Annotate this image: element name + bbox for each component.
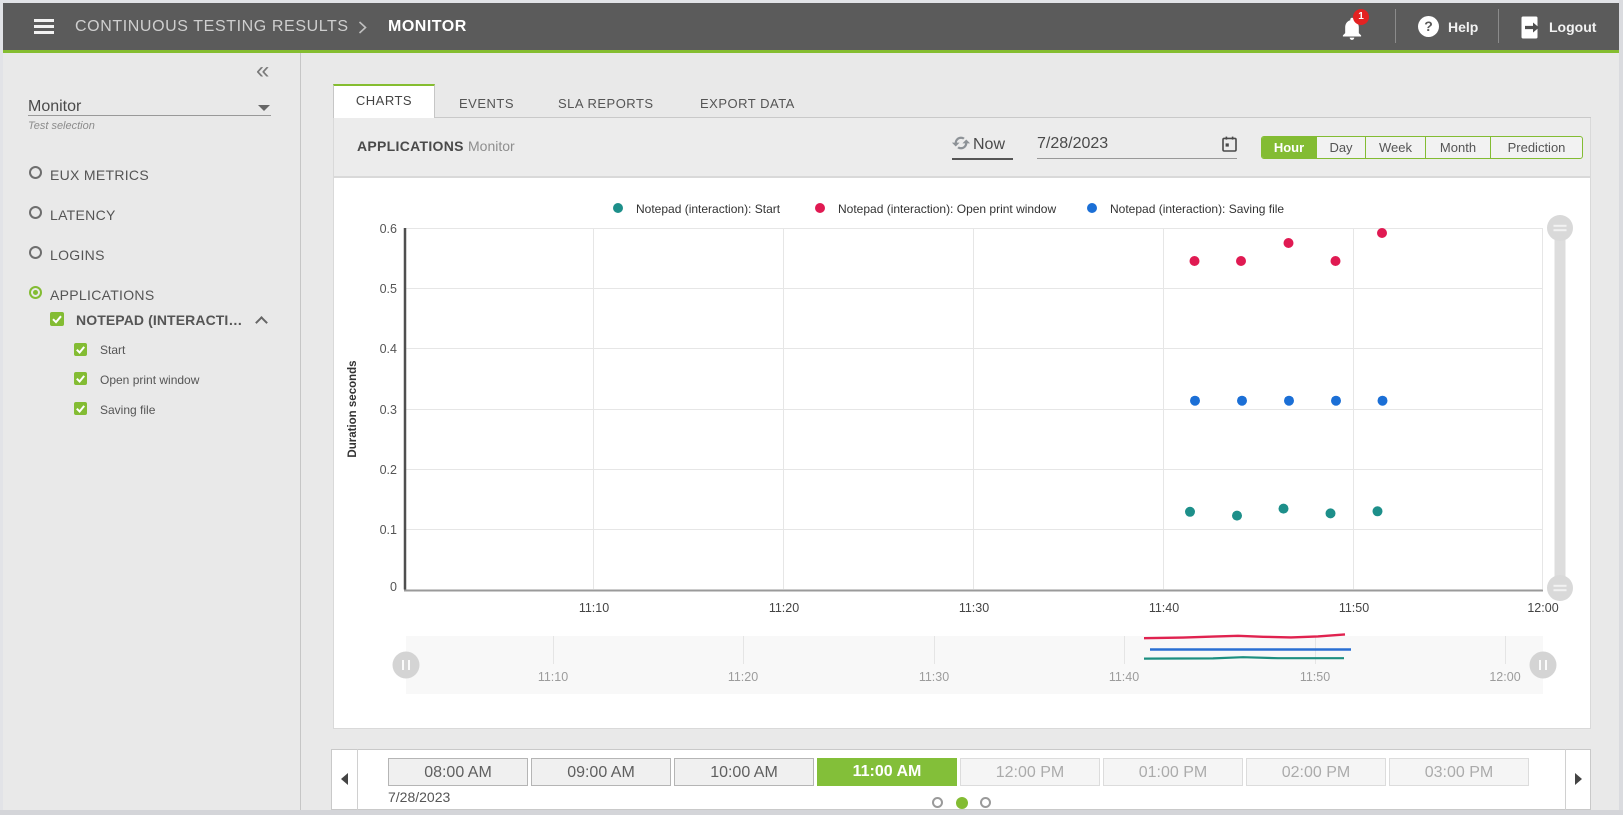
svg-text:11:20: 11:20 [728, 670, 758, 684]
svg-text:0: 0 [390, 580, 397, 594]
svg-text:11:10: 11:10 [538, 670, 568, 684]
svg-text:11:50: 11:50 [1300, 670, 1330, 684]
svg-text:11:30: 11:30 [919, 670, 949, 684]
svg-text:12:00: 12:00 [1489, 670, 1520, 684]
svg-text:Duration seconds: Duration seconds [347, 360, 359, 457]
svg-text:11:40: 11:40 [1149, 601, 1179, 615]
svg-text:11:20: 11:20 [769, 601, 799, 615]
svg-text:0.3: 0.3 [380, 403, 397, 417]
svg-text:11:40: 11:40 [1109, 670, 1139, 684]
svg-text:Notepad (interaction): Open pr: Notepad (interaction): Open print window [838, 202, 1056, 216]
svg-text:Notepad (interaction): Saving: Notepad (interaction): Saving file [1110, 202, 1284, 216]
svg-text:0.5: 0.5 [380, 282, 397, 296]
svg-text:12:00: 12:00 [1527, 601, 1558, 615]
svg-text:11:10: 11:10 [579, 601, 609, 615]
svg-text:0.4: 0.4 [380, 342, 397, 356]
svg-text:0.6: 0.6 [380, 222, 397, 236]
svg-text:0.1: 0.1 [380, 523, 397, 537]
svg-text:0.2: 0.2 [380, 463, 397, 477]
svg-text:11:50: 11:50 [1339, 601, 1369, 615]
svg-text:Notepad (interaction): Start: Notepad (interaction): Start [636, 202, 781, 216]
svg-text:11:30: 11:30 [959, 601, 989, 615]
